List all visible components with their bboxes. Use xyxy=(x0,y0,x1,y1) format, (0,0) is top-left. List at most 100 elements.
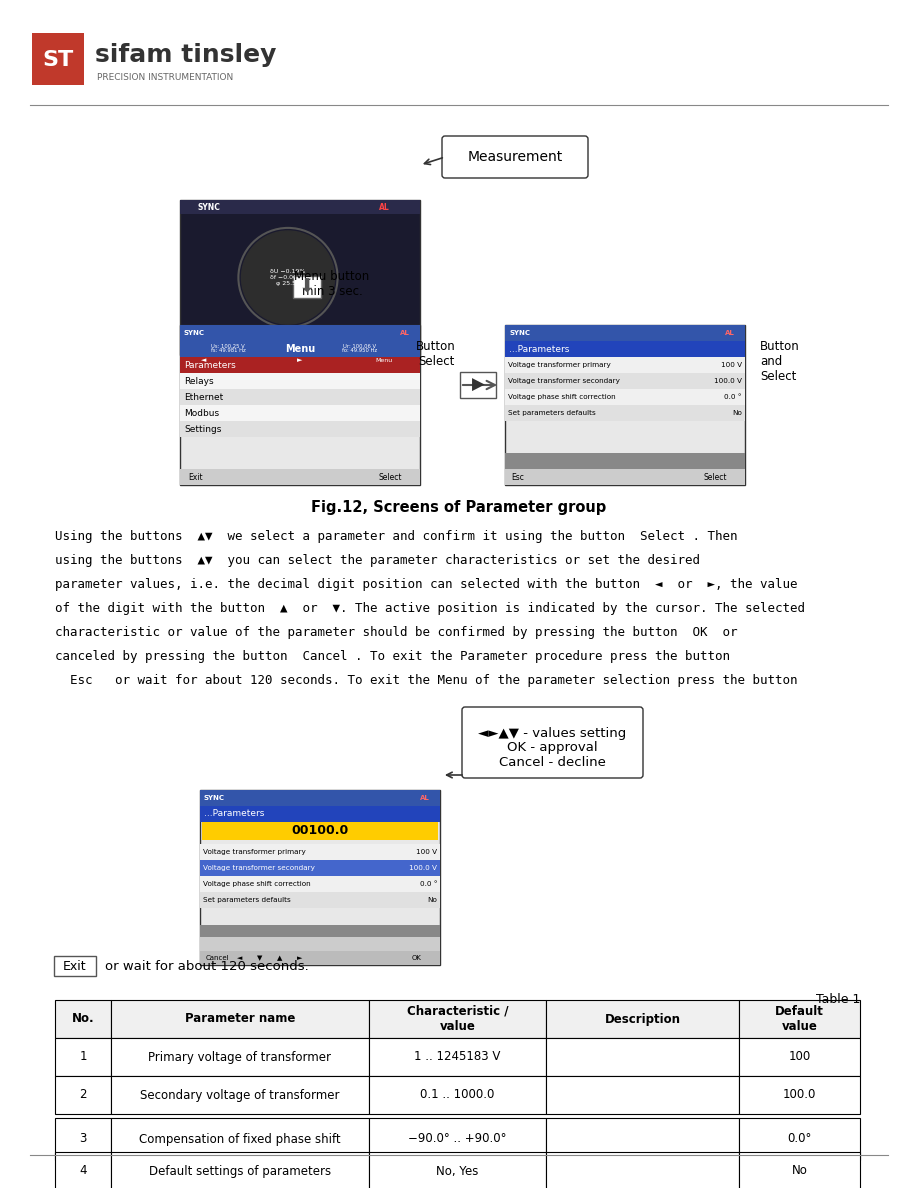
FancyBboxPatch shape xyxy=(55,1038,111,1076)
FancyBboxPatch shape xyxy=(180,373,420,388)
FancyBboxPatch shape xyxy=(32,33,84,86)
Text: SYNC: SYNC xyxy=(204,795,225,801)
Text: 100 V: 100 V xyxy=(721,362,742,368)
Text: Menu: Menu xyxy=(285,345,315,354)
Text: Voltage transformer secondary: Voltage transformer secondary xyxy=(203,865,315,871)
Text: Parameters: Parameters xyxy=(184,360,236,369)
Text: ⬇: ⬇ xyxy=(299,278,315,297)
Text: sifam tinsley: sifam tinsley xyxy=(95,43,276,67)
Text: AL: AL xyxy=(378,202,389,211)
FancyBboxPatch shape xyxy=(180,358,420,373)
Text: Cancel: Cancel xyxy=(206,955,230,961)
Text: ◄►▲▼ - values setting
OK - approval
Cancel - decline: ◄►▲▼ - values setting OK - approval Canc… xyxy=(478,727,626,770)
Text: SYNC: SYNC xyxy=(197,202,220,211)
Text: ▲: ▲ xyxy=(277,955,283,961)
FancyBboxPatch shape xyxy=(180,200,420,355)
Text: 0.0°: 0.0° xyxy=(788,1132,812,1145)
FancyBboxPatch shape xyxy=(546,1118,739,1159)
Text: Primary voltage of transformer: Primary voltage of transformer xyxy=(149,1050,331,1063)
Text: ...Parameters: ...Parameters xyxy=(509,345,569,354)
Text: 3: 3 xyxy=(79,1132,86,1145)
FancyBboxPatch shape xyxy=(111,1038,369,1076)
FancyBboxPatch shape xyxy=(180,469,420,485)
FancyBboxPatch shape xyxy=(739,1118,860,1159)
FancyBboxPatch shape xyxy=(200,860,440,876)
Text: Voltage phase shift correction: Voltage phase shift correction xyxy=(508,394,616,400)
Text: AL: AL xyxy=(400,330,409,336)
FancyBboxPatch shape xyxy=(369,1000,546,1038)
Text: No.: No. xyxy=(72,1012,95,1025)
Text: Relays: Relays xyxy=(184,377,214,385)
Text: δU −0.19%: δU −0.19% xyxy=(270,268,306,274)
FancyBboxPatch shape xyxy=(546,1000,739,1038)
FancyBboxPatch shape xyxy=(200,876,440,892)
FancyBboxPatch shape xyxy=(546,1152,739,1188)
Text: Voltage transformer secondary: Voltage transformer secondary xyxy=(508,378,620,384)
FancyBboxPatch shape xyxy=(55,1000,111,1038)
Text: ►: ► xyxy=(297,358,303,364)
Text: Menu: Menu xyxy=(375,358,393,362)
Text: Select: Select xyxy=(378,473,402,481)
Text: 100.0 V: 100.0 V xyxy=(714,378,742,384)
FancyBboxPatch shape xyxy=(546,1076,739,1114)
FancyBboxPatch shape xyxy=(180,341,420,358)
Text: Settings: Settings xyxy=(184,424,221,434)
Text: ◄: ◄ xyxy=(201,358,207,364)
Text: or wait for about 120 seconds.: or wait for about 120 seconds. xyxy=(105,960,308,973)
Text: PRECISION INSTRUMENTATION: PRECISION INSTRUMENTATION xyxy=(97,74,233,82)
Text: Parameter name: Parameter name xyxy=(185,1012,296,1025)
Text: Set parameters defaults: Set parameters defaults xyxy=(508,410,596,416)
FancyBboxPatch shape xyxy=(462,707,643,778)
FancyBboxPatch shape xyxy=(293,276,321,298)
FancyBboxPatch shape xyxy=(111,1000,369,1038)
FancyBboxPatch shape xyxy=(739,1076,860,1114)
FancyBboxPatch shape xyxy=(505,373,745,388)
Text: AL: AL xyxy=(420,795,430,801)
Text: fo: 49.950 Hz: fo: 49.950 Hz xyxy=(342,348,377,354)
FancyBboxPatch shape xyxy=(55,1076,111,1114)
Text: Fig.12, Screens of Parameter group: Fig.12, Screens of Parameter group xyxy=(311,500,607,516)
Text: −90.0° .. +90.0°: −90.0° .. +90.0° xyxy=(409,1132,507,1145)
FancyBboxPatch shape xyxy=(180,388,420,405)
FancyBboxPatch shape xyxy=(369,1118,546,1159)
Text: 0.1 .. 1000.0: 0.1 .. 1000.0 xyxy=(420,1088,495,1101)
FancyBboxPatch shape xyxy=(200,937,440,952)
FancyBboxPatch shape xyxy=(180,355,420,365)
Text: OK: OK xyxy=(412,955,422,961)
Text: Menu button
min 3 sec.: Menu button min 3 sec. xyxy=(295,270,370,298)
Text: Exit: Exit xyxy=(63,960,87,973)
Text: ...Parameters: ...Parameters xyxy=(204,809,264,819)
Text: No: No xyxy=(791,1164,808,1177)
FancyBboxPatch shape xyxy=(180,421,420,437)
Text: 0.0 °: 0.0 ° xyxy=(420,881,437,887)
FancyBboxPatch shape xyxy=(200,843,440,860)
Text: Select: Select xyxy=(703,473,727,481)
FancyBboxPatch shape xyxy=(442,135,588,178)
Text: 0.0 °: 0.0 ° xyxy=(724,394,742,400)
FancyBboxPatch shape xyxy=(54,956,96,977)
Text: SYNC: SYNC xyxy=(509,330,530,336)
FancyBboxPatch shape xyxy=(111,1076,369,1114)
Text: Button
Select: Button Select xyxy=(416,340,456,368)
FancyBboxPatch shape xyxy=(505,358,745,373)
Text: δf −0.062%: δf −0.062% xyxy=(270,274,307,280)
FancyBboxPatch shape xyxy=(546,1038,739,1076)
FancyBboxPatch shape xyxy=(200,952,440,965)
FancyBboxPatch shape xyxy=(739,1152,860,1188)
Text: φ 25.5°: φ 25.5° xyxy=(276,282,299,286)
FancyBboxPatch shape xyxy=(55,1152,111,1188)
FancyBboxPatch shape xyxy=(505,326,745,485)
Text: Set parameters defaults: Set parameters defaults xyxy=(203,897,291,903)
Text: Default
value: Default value xyxy=(775,1005,824,1034)
Text: Using the buttons  ▲▼  we select a parameter and confirm it using the button  Se: Using the buttons ▲▼ we select a paramet… xyxy=(55,530,737,543)
Text: ►: ► xyxy=(297,955,303,961)
Text: SYNC: SYNC xyxy=(184,330,205,336)
Circle shape xyxy=(241,230,334,324)
FancyBboxPatch shape xyxy=(460,372,496,398)
Text: 100: 100 xyxy=(789,1050,811,1063)
Text: Table 1: Table 1 xyxy=(815,993,860,1006)
Text: parameter values, i.e. the decimal digit position can selected with the button  : parameter values, i.e. the decimal digit… xyxy=(55,579,798,590)
Text: Ethernet: Ethernet xyxy=(184,392,223,402)
Text: 100.0: 100.0 xyxy=(783,1088,816,1101)
Text: Modbus: Modbus xyxy=(184,409,219,417)
